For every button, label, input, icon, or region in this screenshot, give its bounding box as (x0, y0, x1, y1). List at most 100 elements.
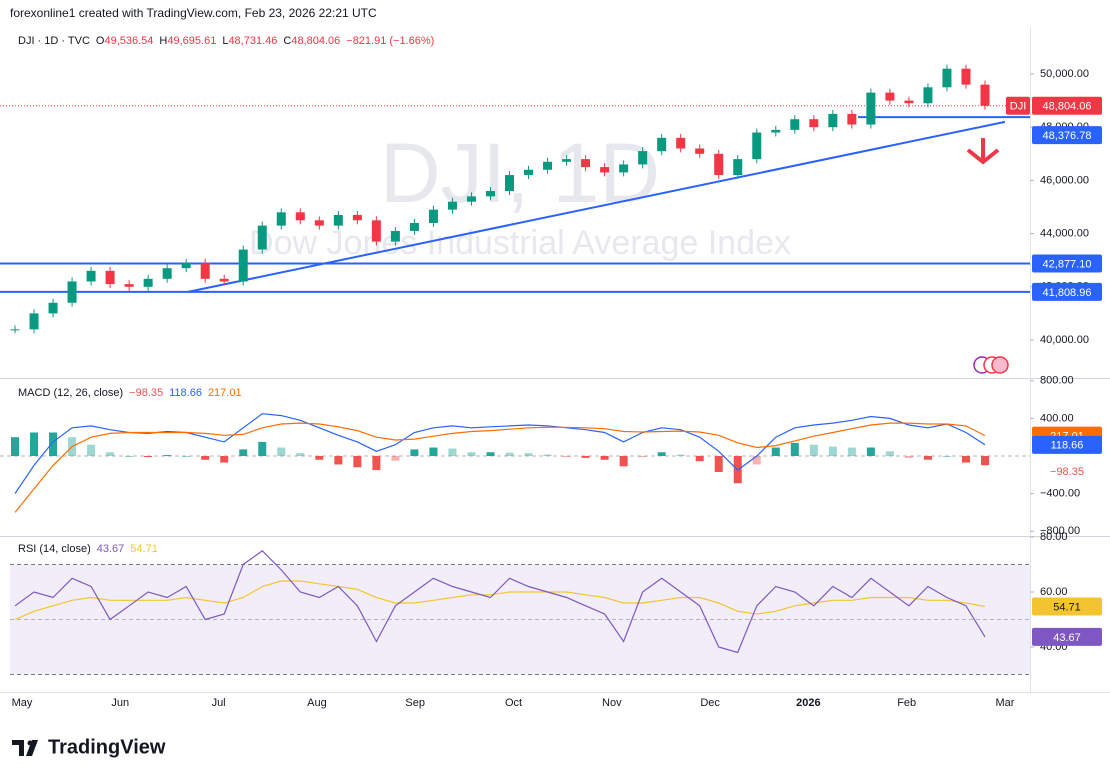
candle (105, 270, 115, 285)
candle (923, 87, 933, 104)
x-tick-label: Mar (996, 697, 1015, 709)
symbol-tag-text: DJI (1010, 101, 1027, 113)
histogram-bar (981, 455, 989, 466)
histogram-bar (429, 447, 438, 456)
x-tick-label: Feb (897, 697, 916, 709)
y-tick-label: 80.00 (1040, 531, 1068, 543)
x-tick-label: Sep (405, 697, 425, 709)
ohlc-value: 49,695.61 (167, 35, 217, 47)
support-label-text: 48,376.78 (1043, 130, 1092, 142)
histogram-bar (562, 455, 571, 457)
down-arrow (966, 138, 1000, 165)
histogram-bar (87, 444, 96, 456)
histogram-bar (315, 455, 324, 460)
candle (619, 164, 629, 173)
histogram-bar (106, 452, 115, 456)
histogram-bar (543, 454, 552, 456)
x-tick-label: Nov (602, 697, 622, 709)
y-tick-label: 40,000.00 (1040, 334, 1089, 346)
ohlc-item: O49,536.54 (96, 35, 154, 47)
rsi-value-label-bg (1032, 627, 1102, 646)
histogram-value: −98.35 (129, 387, 164, 399)
credit: forexonline1 created with TradingView.co… (10, 6, 377, 20)
level-label-text: 42,877.10 (1043, 258, 1092, 270)
histogram-bar (277, 447, 286, 456)
ohlc-key: L (222, 35, 229, 47)
histogram-bar (524, 453, 533, 456)
watermark-name: Dow Jones Industrial Average Index (249, 224, 791, 262)
trend-line (187, 120, 1006, 293)
candle (600, 167, 610, 173)
candle (238, 249, 248, 282)
candle (676, 137, 686, 149)
histogram-bar (961, 455, 970, 463)
histogram-bar (448, 448, 457, 456)
rsi-ma-line (14, 580, 986, 621)
histogram-bar (866, 447, 875, 456)
histogram-bar (144, 455, 153, 457)
y-tick-label: 44,000.00 (1040, 227, 1089, 239)
histogram-bar (600, 455, 609, 460)
flag-icon (991, 356, 1009, 374)
histogram-bar (353, 455, 362, 468)
histogram-bar (30, 432, 39, 456)
rsi-ma-value-label: 54.71 (1032, 597, 1102, 616)
ohlc-item: C48,804.06 (283, 35, 340, 47)
histogram-bar (581, 455, 590, 458)
candle (866, 92, 876, 125)
signal-line (14, 422, 986, 513)
watermark-symbol: DJI, 1D (380, 126, 660, 220)
logo-dot (27, 740, 33, 746)
signal-value: 217.01 (207, 387, 242, 399)
candle (980, 84, 990, 106)
macd-value-label: 118.66 (1032, 435, 1102, 454)
rsi-value-label-text: 43.67 (1053, 632, 1081, 644)
candle (714, 153, 724, 176)
candle (847, 113, 857, 125)
histogram-value-label-bg (1032, 462, 1102, 481)
candle (466, 196, 476, 202)
histogram-bar (695, 455, 704, 462)
candle (828, 113, 838, 128)
candle (562, 159, 572, 162)
histogram-bar (201, 455, 210, 460)
histogram-bar (372, 455, 381, 471)
level-label-bg (1032, 254, 1102, 273)
macd-legend: MACD (12, 26, close) −98.35 118.66 217.01 (18, 387, 242, 399)
candle (904, 100, 914, 104)
histogram-bar (771, 447, 780, 456)
histogram-bar (790, 442, 799, 456)
logo-text: TradingView (48, 736, 166, 758)
y-tick-label: 800.00 (1040, 375, 1074, 387)
macd-value: 118.66 (169, 387, 202, 399)
histogram-bar (125, 455, 134, 457)
histogram-bar (239, 449, 248, 456)
candle (162, 268, 172, 279)
macd-value-label-text: 118.66 (1051, 440, 1084, 452)
level-label-bg (1032, 282, 1102, 301)
candle (638, 151, 648, 165)
macd-value-label-bg (1032, 435, 1102, 454)
candle (885, 92, 895, 101)
candle (942, 68, 952, 88)
candle (524, 169, 534, 176)
last-price-label-text: 48,804.06 (1043, 101, 1092, 113)
candle (695, 148, 705, 154)
x-tick-label: Oct (505, 697, 522, 709)
histogram-bar (638, 455, 647, 457)
histogram-bar (486, 452, 495, 456)
histogram-bar (258, 441, 267, 456)
candle (10, 329, 20, 331)
candle (200, 262, 210, 279)
histogram-bar (752, 455, 761, 465)
histogram-bar (714, 455, 723, 472)
histogram-bar (49, 432, 58, 456)
country-flags (973, 356, 1009, 374)
histogram-bar (657, 452, 666, 456)
rsi-title: RSI (14, close) (18, 543, 91, 555)
candle (390, 230, 400, 242)
x-tick-label: Aug (307, 697, 327, 709)
support-label-bg (1032, 126, 1102, 145)
candle (771, 129, 781, 133)
